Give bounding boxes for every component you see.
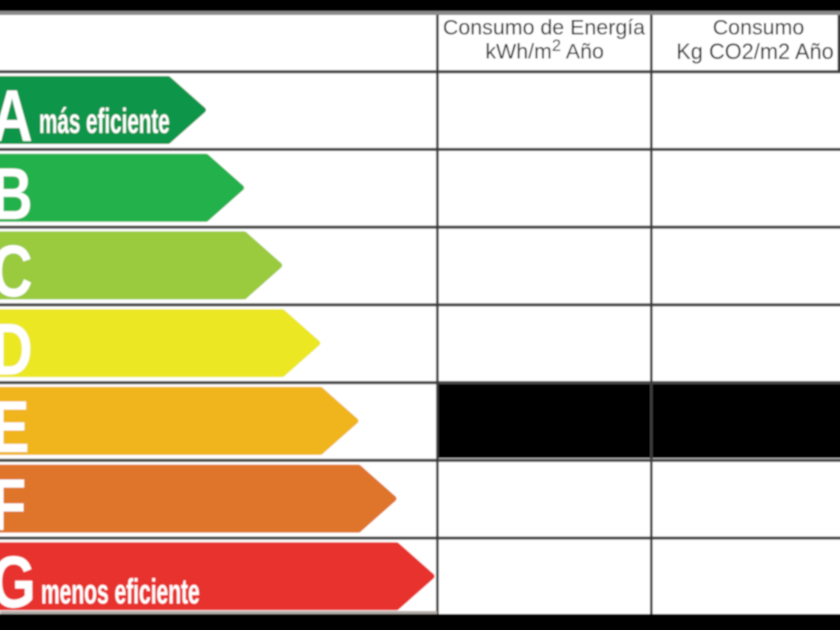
svg-text:D: D	[0, 309, 33, 390]
svg-text:Kg CO2/m2 Año: Kg CO2/m2 Año	[676, 39, 834, 64]
svg-text:C: C	[0, 231, 33, 312]
svg-text:Consumo: Consumo	[713, 16, 805, 40]
svg-text:E: E	[0, 386, 29, 467]
svg-text:F: F	[0, 464, 26, 545]
svg-text:G: G	[0, 542, 36, 623]
svg-text:A: A	[0, 75, 33, 156]
svg-text:más eficiente: más eficiente	[39, 103, 170, 142]
svg-text:menos eficiente: menos eficiente	[41, 573, 200, 612]
svg-text:kWh/m2 Año: kWh/m2 Año	[485, 37, 604, 64]
svg-text:Consumo de Energía: Consumo de Energía	[443, 16, 645, 40]
svg-text:B: B	[0, 153, 33, 234]
